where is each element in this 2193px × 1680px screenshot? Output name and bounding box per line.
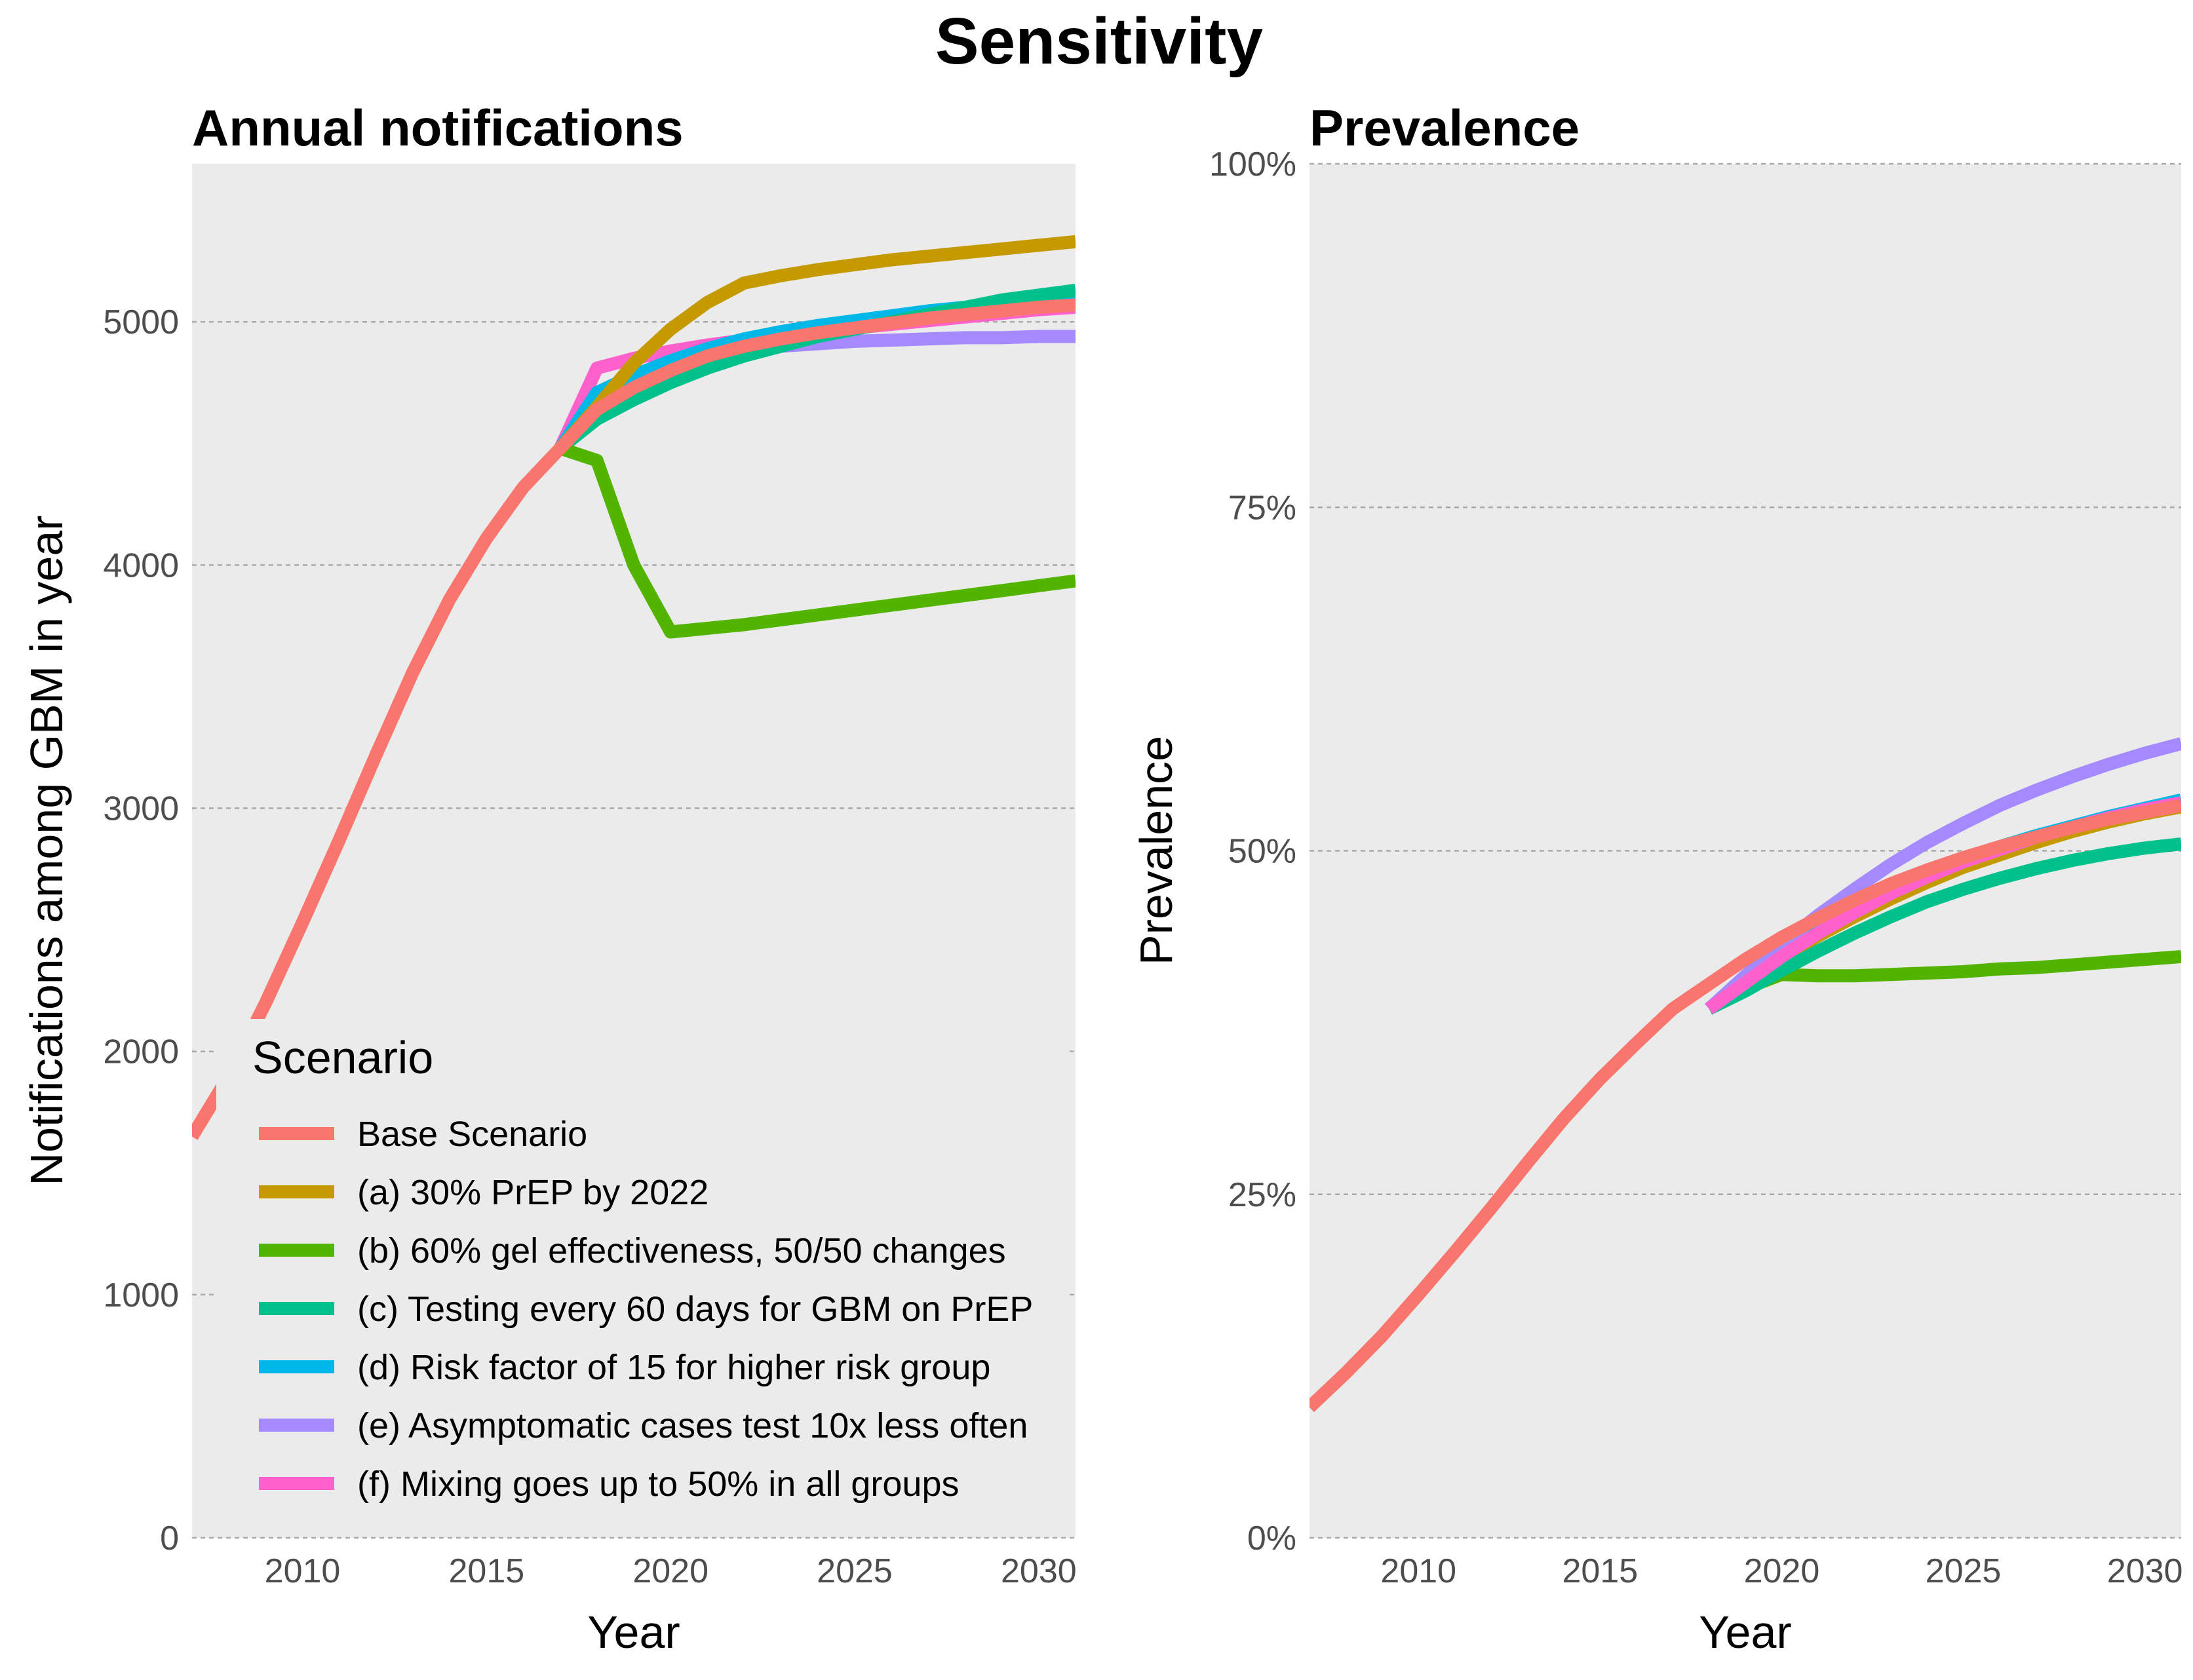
y-tick-label-notifications: 5000 — [103, 303, 179, 341]
legend-item-f-mixing-goes-up-to-50-in-all-groups: (f) Mixing goes up to 50% in all groups — [259, 1464, 959, 1504]
y-tick-label-notifications: 2000 — [103, 1033, 179, 1071]
y-tick-label-prevalence: 100% — [1209, 145, 1296, 183]
series-line-b-60-gel-effectiveness-50-50-changes-prevalence — [1705, 950, 2181, 1015]
legend-label: (a) 30% PrEP by 2022 — [357, 1173, 708, 1212]
y-tick-label-notifications: 4000 — [103, 546, 179, 584]
series-notifications — [192, 235, 1076, 1140]
x-tick-label-notifications: 2010 — [265, 1552, 341, 1590]
y-tick-label-notifications: 1000 — [103, 1276, 179, 1314]
series-line-base-scenario-notifications — [192, 298, 1076, 1140]
panel-title-prevalence: Prevalence — [1310, 99, 1580, 157]
legend-box — [216, 1019, 1068, 1533]
legend-item-a-30-prep-by-2022: (a) 30% PrEP by 2022 — [259, 1173, 708, 1212]
x-axis-title-notifications: Year — [587, 1607, 680, 1658]
x-tick-label-notifications: 2020 — [632, 1552, 708, 1590]
x-axis-title-prevalence: Year — [1699, 1607, 1791, 1658]
legend-item-base-scenario: Base Scenario — [259, 1115, 587, 1154]
x-ticks-notifications: 2010 2015 2020 2025 2030 — [265, 1552, 1077, 1590]
x-tick-label-prevalence: 2020 — [1744, 1552, 1820, 1590]
y-tick-label-prevalence: 25% — [1228, 1176, 1296, 1214]
x-tick-label-prevalence: 2010 — [1380, 1552, 1456, 1590]
panel-title-notifications: Annual notifications — [192, 99, 684, 157]
legend-item-d-risk-factor-of-15-for-higher-risk-group: (d) Risk factor of 15 for higher risk gr… — [259, 1348, 990, 1387]
series-prevalence — [1310, 737, 2181, 1413]
grid-prevalence — [1310, 162, 2181, 1539]
legend-label: (b) 60% gel effectiveness, 50/50 changes — [357, 1231, 1006, 1270]
x-tick-label-notifications: 2015 — [448, 1552, 524, 1590]
y-tick-label-notifications: 0 — [160, 1519, 179, 1557]
legend-item-e-asymptomatic-cases-test-10x-less-often: (e) Asymptomatic cases test 10x less oft… — [259, 1406, 1028, 1445]
y-axis-title-notifications: Notifications among GBM in year — [21, 515, 72, 1185]
legend-label: Base Scenario — [357, 1115, 587, 1154]
x-tick-label-prevalence: 2015 — [1562, 1552, 1638, 1590]
y-ticks-notifications: 0 1000 2000 3000 4000 5000 — [103, 303, 179, 1557]
figure-title: Sensitivity — [935, 5, 1264, 78]
y-tick-label-prevalence: 75% — [1228, 489, 1296, 527]
y-axis-title-prevalence: Prevalence — [1131, 736, 1182, 965]
series-line-b-60-gel-effectiveness-50-50-changes-notifications — [558, 442, 1076, 639]
legend-label: (f) Mixing goes up to 50% in all groups — [357, 1464, 959, 1504]
x-tick-label-notifications: 2025 — [817, 1552, 893, 1590]
legend-title: Scenario — [252, 1032, 433, 1083]
legend-label: (c) Testing every 60 days for GBM on PrE… — [357, 1289, 1033, 1329]
legend-items: Base Scenario (a) 30% PrEP by 2022 (b) 60%… — [259, 1115, 1033, 1504]
legend-item-c-testing-every-60-days-for-gbm-on-prep: (c) Testing every 60 days for GBM on PrE… — [259, 1289, 1033, 1329]
legend-label: (e) Asymptomatic cases test 10x less oft… — [357, 1406, 1028, 1445]
legend-label: (d) Risk factor of 15 for higher risk gr… — [357, 1348, 990, 1387]
series-line-a-30-prep-by-2022-notifications — [555, 235, 1076, 453]
x-tick-label-notifications: 2030 — [1001, 1552, 1077, 1590]
series-line-base-scenario-prevalence — [1310, 799, 2181, 1413]
y-tick-label-prevalence: 0% — [1247, 1519, 1296, 1557]
x-tick-label-prevalence: 2030 — [2107, 1552, 2183, 1590]
y-ticks-prevalence: 0% 25% 50% 75% 100% — [1209, 145, 1296, 1557]
legend-item-b-60-gel-effectiveness-50-50-changes: (b) 60% gel effectiveness, 50/50 changes — [259, 1231, 1006, 1270]
x-ticks-prevalence: 2010 2015 2020 2025 2030 — [1380, 1552, 2183, 1590]
y-tick-label-prevalence: 50% — [1228, 833, 1296, 871]
series-line-c-testing-every-60-days-for-gbm-on-prep-prevalence — [1706, 837, 2181, 1015]
x-tick-label-prevalence: 2025 — [1926, 1552, 2002, 1590]
y-tick-label-notifications: 3000 — [103, 790, 179, 828]
